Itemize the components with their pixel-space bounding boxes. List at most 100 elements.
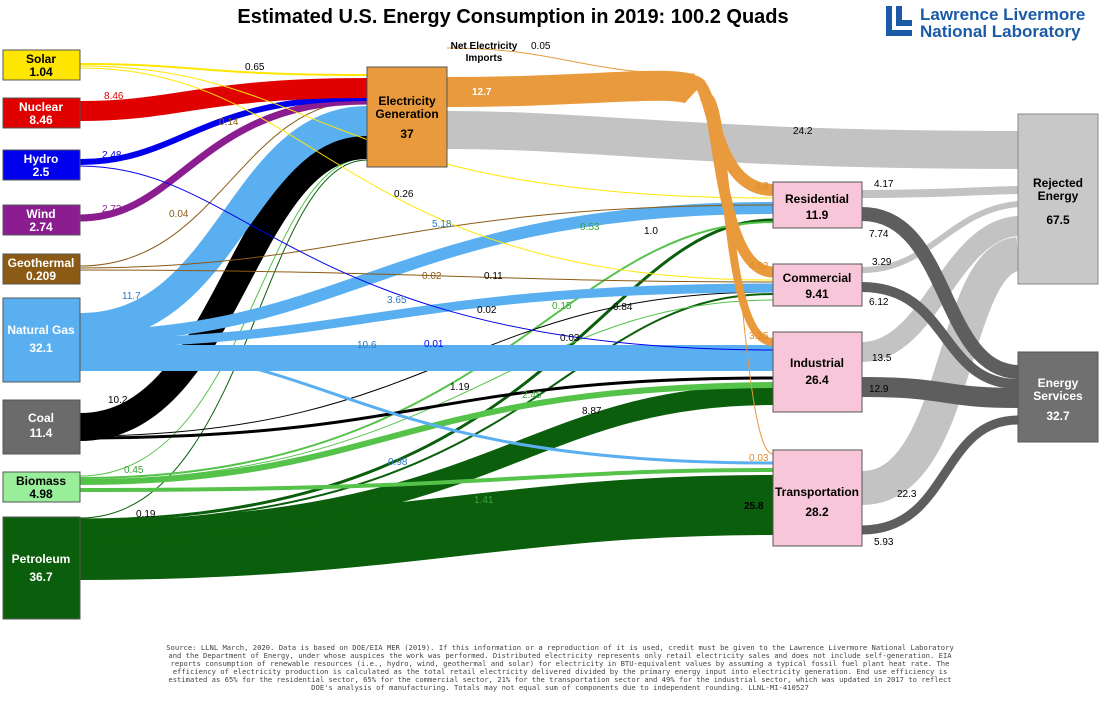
- flow-com-rejected: [861, 201, 1019, 273]
- lbl-solar-com: 0.11: [484, 271, 503, 282]
- industrial-value: 26.4: [805, 373, 829, 387]
- lbl-gas-com: 3.65: [387, 295, 407, 306]
- transportation-value: 28.2: [805, 505, 829, 519]
- node-transportation: Transportation 28.2: [772, 449, 863, 547]
- flow-elec-out: [446, 70, 706, 107]
- flow-elec-rejected: [446, 111, 1019, 169]
- petroleum-value: 36.7: [29, 570, 53, 584]
- flows: [79, 47, 1023, 580]
- services-name2: Services: [1033, 389, 1083, 403]
- lbl-solar-res: 0.26: [394, 189, 414, 200]
- flow-wind-elec: [79, 97, 368, 222]
- natgas-name: Natural Gas: [7, 323, 75, 337]
- node-solar: Solar 1.04: [2, 49, 81, 81]
- flow-gas-trans: [79, 344, 774, 465]
- hydro-name: Hydro: [24, 152, 59, 166]
- lbl-elec-com: 4.62: [749, 261, 769, 272]
- node-commercial: Commercial 9.41: [772, 263, 863, 307]
- geothermal-name: Geothermal: [8, 256, 75, 270]
- lbl-pet-elec: 0.19: [136, 509, 156, 520]
- lbl-res-svc: 7.74: [869, 229, 889, 240]
- source-nodes: Solar 1.04 Nuclear 8.46 Hydro 2.5 Wind 2…: [2, 49, 81, 620]
- lbl-trans-svc: 5.93: [874, 537, 894, 548]
- lbl-bio-res: 0.53: [580, 222, 600, 233]
- flow-ind-services: [861, 377, 1019, 408]
- lbl-geo-res: 0.04: [169, 209, 189, 220]
- flow-solar-res: [79, 65, 774, 199]
- flow-nuclear-elec: [79, 78, 368, 121]
- commercial-name: Commercial: [783, 271, 852, 285]
- flow-gas-elec: [79, 106, 368, 343]
- electricity-name1: Electricity: [378, 94, 436, 108]
- flow-com-services: [861, 282, 1019, 389]
- node-coal: Coal 11.4: [2, 399, 81, 455]
- lbl-bio-ind: 2.45: [522, 390, 542, 401]
- lbl-bio-trans: 1.41: [474, 495, 494, 506]
- hydro-value: 2.5: [33, 165, 50, 179]
- node-petroleum: Petroleum 36.7: [2, 516, 81, 620]
- lbl-solar-ind: 0.03: [560, 333, 580, 344]
- node-wind: Wind 2.74: [2, 204, 81, 236]
- residential-name: Residential: [785, 192, 849, 206]
- flow-trans-rejected: [860, 237, 1023, 505]
- lbl-gas-elec: 11.7: [122, 291, 141, 302]
- node-residential: Residential 11.9: [772, 181, 863, 229]
- biomass-value: 4.98: [29, 487, 53, 501]
- lbl-geo-com: 0.02: [422, 271, 442, 282]
- lbl-elec-ind: 3.25: [749, 331, 769, 342]
- node-nuclear: Nuclear 8.46: [2, 97, 81, 129]
- coal-value: 11.4: [30, 426, 53, 440]
- lbl-hydro-elec: 2.48: [102, 150, 122, 161]
- flow-res-rejected: [861, 186, 1019, 198]
- lbl-geo-elec: 0.14: [219, 117, 239, 128]
- flow-net-imports: [446, 47, 696, 75]
- nuclear-value: 8.46: [29, 113, 53, 127]
- wind-name: Wind: [26, 207, 55, 221]
- source-note-line3: reports consumption of renewable resourc…: [171, 659, 950, 668]
- flow-coal-elec: [79, 131, 368, 441]
- flow-hydro-misc: [79, 165, 774, 351]
- flow-elec-trans: [699, 99, 774, 455]
- lbl-pet-res: 1.0: [644, 226, 658, 237]
- natgas-value: 32.1: [29, 341, 53, 355]
- node-rejected: Rejected Energy 67.5: [1017, 113, 1099, 285]
- node-hydro: Hydro 2.5: [2, 149, 81, 181]
- flow-trans-services: [861, 415, 1019, 535]
- lbl-pet-ind: 8.87: [582, 406, 602, 417]
- flow-geo-elec: [79, 99, 368, 267]
- node-industrial: Industrial 26.4: [772, 331, 863, 413]
- commercial-value: 9.41: [805, 287, 829, 301]
- lbl-solar-elec: 0.65: [245, 62, 265, 73]
- wind-value: 2.74: [29, 220, 53, 234]
- flow-labels: 0.65 8.46 2.48 2.73 0.14 0.04 0.02 11.7 …: [102, 62, 917, 548]
- node-services: Energy Services 32.7: [1017, 351, 1099, 443]
- source-note-line2: and the Department of Energy, under whos…: [168, 651, 952, 660]
- lbl-elec-trans: 0.03: [749, 453, 769, 464]
- flow-bio-trans: [79, 468, 774, 492]
- lbl-wind-elec: 2.73: [102, 204, 122, 215]
- logo-line2: National Laboratory: [920, 22, 1081, 41]
- net-imports-label2: Imports: [466, 53, 503, 64]
- flow-geo-res: [79, 204, 774, 269]
- flow-bio-com: [79, 299, 774, 481]
- lbl-bio-com: 0.15: [552, 301, 572, 312]
- flow-gas-res: [79, 202, 774, 342]
- petroleum-name: Petroleum: [12, 552, 71, 566]
- lbl-pet-com: 0.84: [613, 302, 633, 313]
- lbl-elec-rej: 24.2: [793, 126, 813, 137]
- lbl-gas-trans: 0.98: [388, 457, 408, 468]
- lbl-ind-rej: 13.5: [872, 353, 892, 364]
- flow-pet-ind: [79, 385, 774, 540]
- llnl-logo: Lawrence Livermore National Laboratory: [886, 5, 1085, 41]
- flow-solar-com: [79, 67, 774, 281]
- lbl-ind-svc: 12.9: [869, 384, 889, 395]
- lbl-gas-res: 5.18: [432, 219, 452, 230]
- node-electricity: Electricity Generation 37: [366, 66, 448, 168]
- services-name1: Energy: [1038, 376, 1079, 390]
- node-biomass: Biomass 4.98: [2, 471, 81, 503]
- geothermal-value: 0.209: [26, 269, 56, 283]
- electricity-name2: Generation: [375, 107, 438, 121]
- lbl-coal-com: 0.02: [477, 305, 497, 316]
